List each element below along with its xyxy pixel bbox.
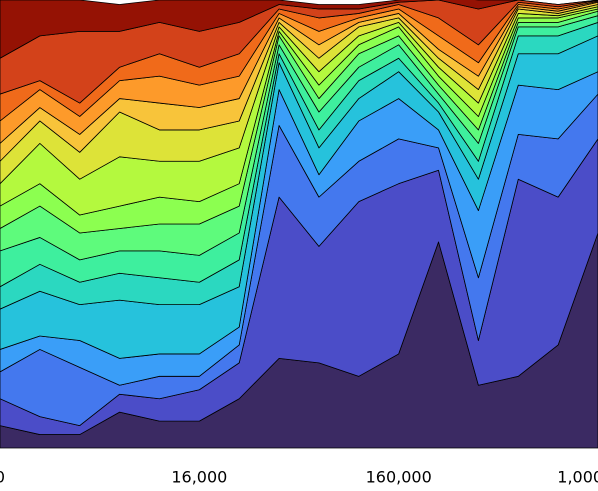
- x-tick-label: 0: [0, 468, 5, 487]
- x-tick-label: 1,000,000: [557, 468, 598, 487]
- x-tick-label: 160,000: [366, 468, 432, 487]
- x-tick-label: 16,000: [171, 468, 227, 487]
- area: [0, 0, 598, 59]
